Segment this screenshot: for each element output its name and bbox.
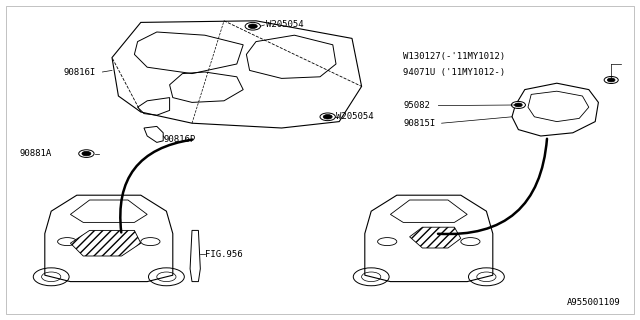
Text: 90816P: 90816P: [163, 135, 195, 144]
Text: W205054: W205054: [266, 20, 303, 29]
Polygon shape: [70, 230, 141, 256]
Text: 90815I: 90815I: [403, 119, 435, 128]
Circle shape: [82, 151, 91, 156]
Circle shape: [248, 24, 257, 28]
Circle shape: [604, 76, 618, 84]
Text: W205054: W205054: [336, 112, 374, 121]
Text: 94071U ('11MY1012-): 94071U ('11MY1012-): [403, 68, 506, 76]
Text: FIG.956: FIG.956: [205, 250, 243, 259]
Text: A955001109: A955001109: [567, 298, 621, 307]
Circle shape: [607, 78, 615, 82]
Polygon shape: [410, 227, 461, 248]
Circle shape: [511, 101, 525, 108]
Text: 90816I: 90816I: [64, 68, 96, 76]
Circle shape: [79, 150, 94, 157]
Circle shape: [515, 103, 522, 107]
Circle shape: [320, 113, 335, 121]
Text: 95082: 95082: [403, 101, 430, 110]
Circle shape: [323, 115, 332, 119]
Text: 90881A: 90881A: [19, 149, 51, 158]
Text: W130127(-'11MY1012): W130127(-'11MY1012): [403, 52, 506, 60]
Circle shape: [245, 22, 260, 30]
